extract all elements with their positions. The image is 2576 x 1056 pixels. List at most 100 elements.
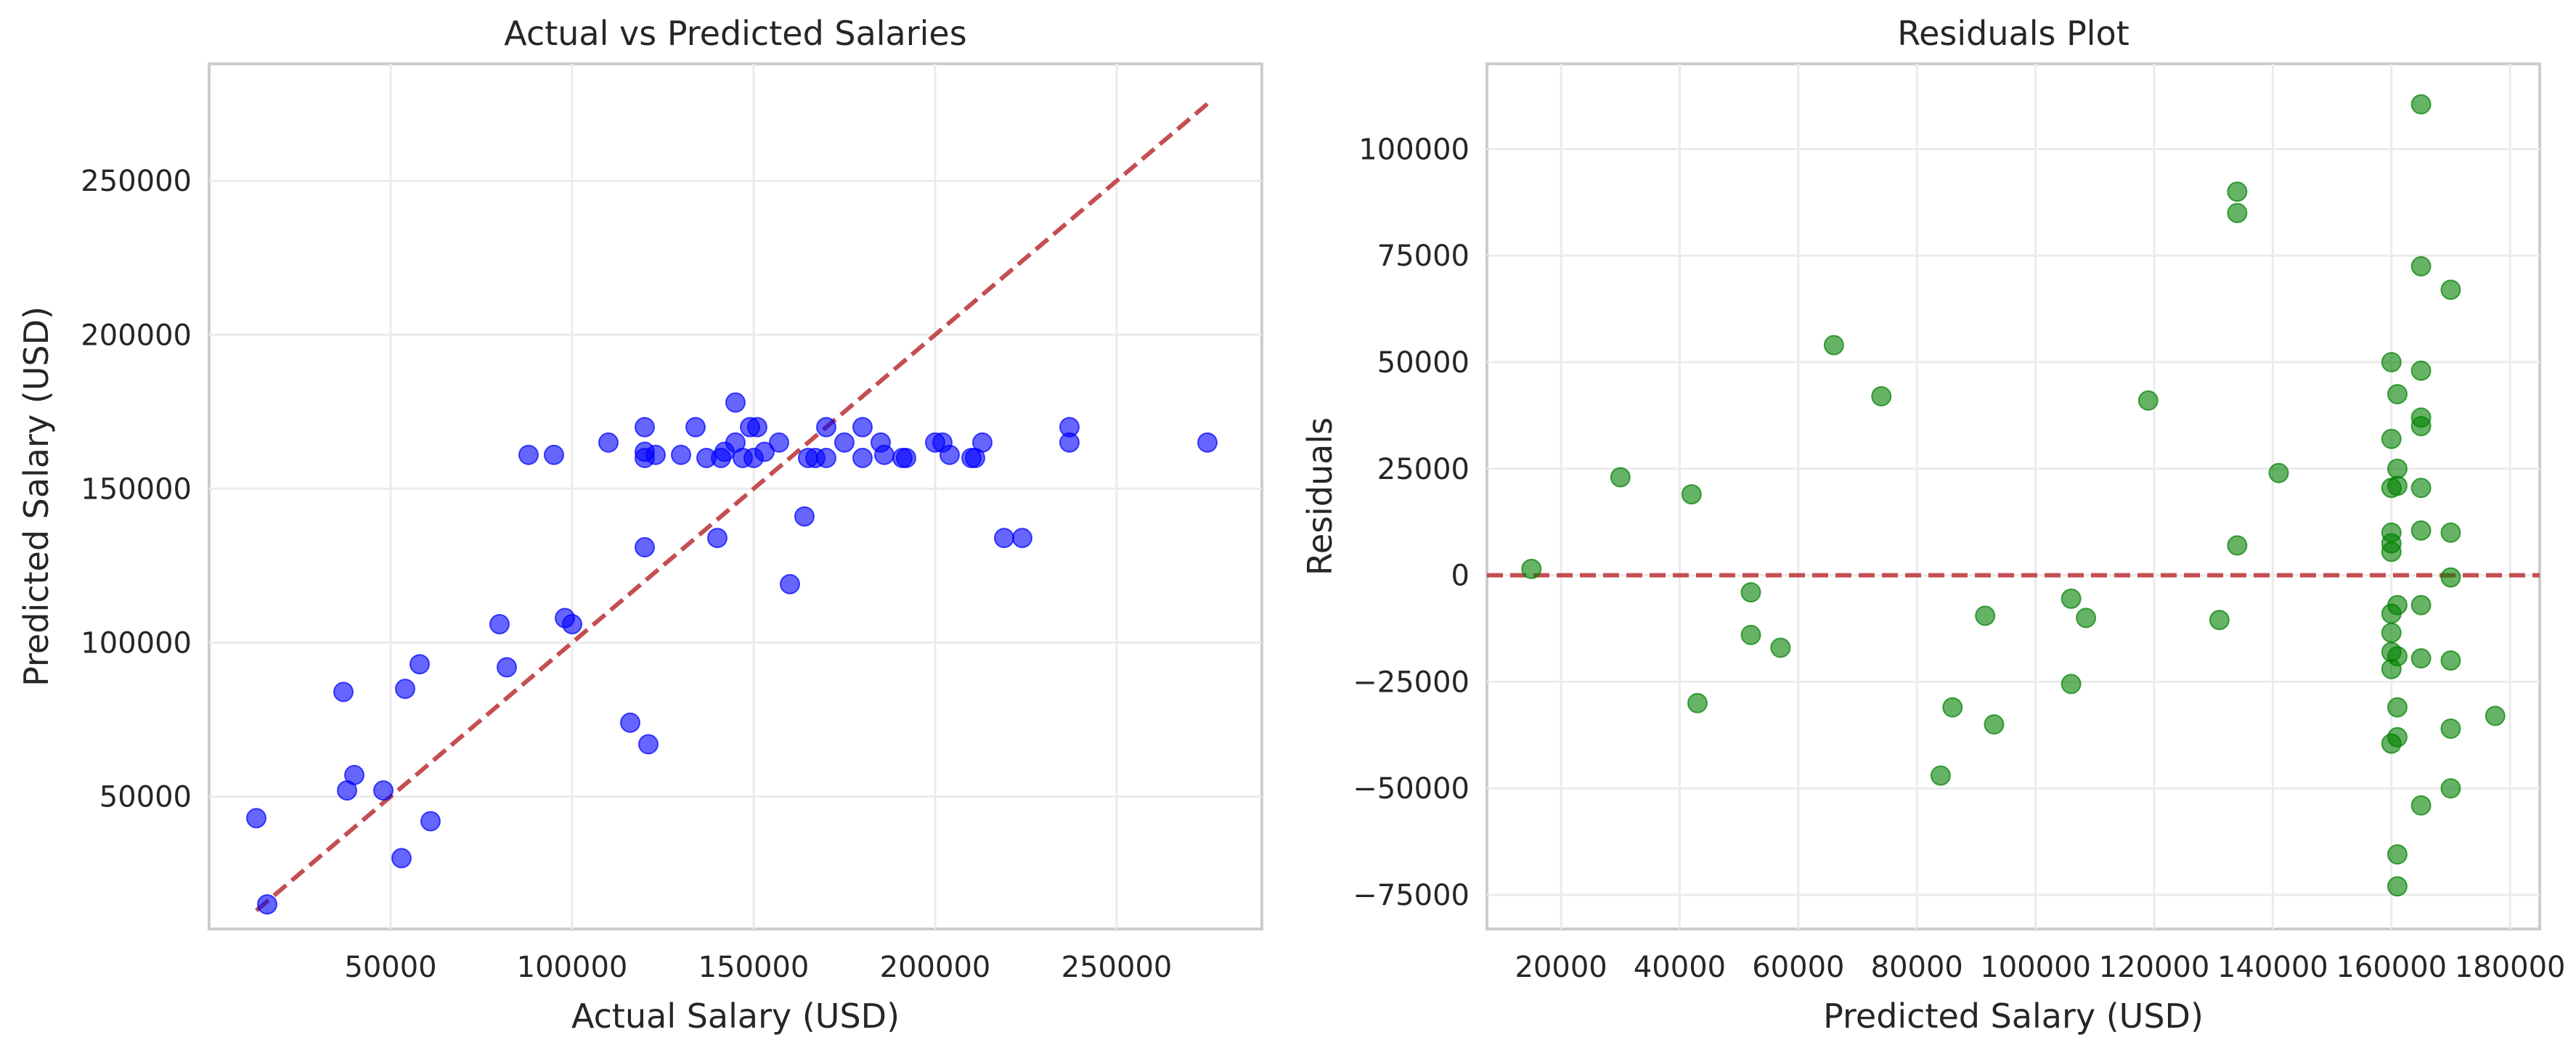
- x-tick-labels: 50000 100000 150000 200000 250000: [344, 951, 1172, 984]
- data-point: [2410, 648, 2432, 669]
- data-point: [1823, 335, 1844, 356]
- data-points: [1521, 94, 2506, 897]
- data-point: [2440, 567, 2461, 588]
- x-tick-label: 60000: [1752, 951, 1844, 984]
- data-point: [1984, 714, 2005, 735]
- x-tick-label: 100000: [517, 951, 628, 984]
- data-point: [2209, 610, 2230, 631]
- data-point: [2387, 384, 2408, 405]
- data-point: [2227, 202, 2248, 224]
- data-point: [2061, 588, 2082, 609]
- data-point: [344, 764, 364, 785]
- y-axis-label: Residuals: [1300, 417, 1340, 576]
- data-point: [780, 573, 800, 594]
- data-point: [2387, 594, 2408, 615]
- data-point: [2410, 594, 2432, 615]
- x-tick-label: 250000: [1061, 951, 1173, 984]
- x-tick-label: 200000: [880, 951, 991, 984]
- data-point: [518, 444, 539, 465]
- data-point: [794, 506, 815, 527]
- plot-area-frame: [208, 62, 1263, 930]
- data-point: [497, 657, 517, 678]
- x-axis-label: Predicted Salary (USD): [1823, 996, 2204, 1036]
- y-tick-label: 75000: [1377, 240, 1470, 273]
- data-point: [671, 444, 691, 465]
- data-point: [725, 392, 746, 413]
- data-point: [2387, 844, 2408, 865]
- y-tick-label: 200000: [81, 319, 192, 352]
- data-point: [2440, 650, 2461, 671]
- data-point: [1681, 484, 1702, 505]
- y-tick-labels: −75000 −50000 −25000 0 25000 50000 75000 100000: [1353, 133, 1470, 912]
- y-tick-label: 100000: [1358, 133, 1470, 166]
- data-point: [2387, 646, 2408, 667]
- data-point: [373, 780, 394, 801]
- data-point: [2387, 697, 2408, 718]
- data-point: [635, 536, 655, 557]
- data-point: [2410, 255, 2432, 277]
- data-point: [2440, 522, 2461, 543]
- data-point: [685, 417, 706, 438]
- data-point: [620, 712, 640, 733]
- data-point: [972, 432, 993, 453]
- x-tick-label: 50000: [344, 951, 436, 984]
- data-point: [2387, 726, 2408, 748]
- data-point: [747, 417, 767, 438]
- data-point: [2268, 462, 2289, 483]
- data-point: [1942, 697, 1963, 718]
- data-point: [1610, 467, 1631, 488]
- data-point: [562, 614, 582, 635]
- data-point: [939, 444, 960, 465]
- data-point: [1059, 417, 1080, 438]
- data-point: [246, 808, 266, 829]
- y-tick-label: −75000: [1353, 879, 1470, 912]
- data-point: [2410, 360, 2432, 381]
- y-tick-labels: 50000 100000 150000 200000 250000: [81, 165, 192, 814]
- data-point: [2410, 478, 2432, 499]
- data-point: [834, 432, 855, 453]
- x-tick-label: 140000: [2217, 951, 2328, 984]
- x-tick-label: 150000: [698, 951, 810, 984]
- data-point: [1740, 624, 1761, 645]
- data-point: [852, 417, 873, 438]
- chart-title: Actual vs Predicted Salaries: [504, 14, 966, 53]
- data-point: [391, 848, 412, 869]
- data-point: [2410, 94, 2432, 115]
- data-point: [874, 444, 894, 465]
- data-point: [2137, 390, 2159, 411]
- y-tick-label: 25000: [1377, 453, 1470, 486]
- data-point: [395, 679, 415, 700]
- data-point: [2387, 458, 2408, 479]
- data-point: [2485, 705, 2506, 726]
- x-tick-labels: 20000 40000 60000 80000 100000 120000 140000 16…: [1515, 951, 2565, 984]
- data-point: [2227, 535, 2248, 556]
- data-point: [2381, 622, 2402, 643]
- data-point: [333, 682, 354, 703]
- residuals-chart: 20000 40000 60000 80000 100000 120000 140000 16…: [1300, 14, 2566, 1036]
- data-point: [1197, 432, 1218, 453]
- data-point: [544, 444, 564, 465]
- data-point: [1740, 582, 1761, 603]
- data-point: [769, 432, 789, 453]
- x-tick-label: 100000: [1980, 951, 2091, 984]
- y-tick-label: 150000: [81, 472, 192, 506]
- data-point: [2381, 541, 2402, 562]
- y-tick-label: 50000: [1377, 346, 1470, 380]
- data-point: [754, 441, 775, 462]
- data-point: [707, 528, 727, 549]
- y-tick-label: 50000: [99, 781, 192, 814]
- y-tick-label: 250000: [81, 165, 192, 198]
- data-point: [816, 417, 836, 438]
- data-point: [257, 894, 277, 915]
- data-point: [896, 447, 916, 468]
- chart-title: Residuals Plot: [1897, 14, 2129, 53]
- plot-area-frame: [1485, 62, 2541, 930]
- data-point: [2227, 181, 2248, 202]
- x-tick-label: 180000: [2455, 951, 2566, 984]
- data-point: [2410, 416, 2432, 437]
- data-point: [2076, 607, 2097, 629]
- y-tick-label: 100000: [81, 626, 192, 660]
- y-tick-label: −50000: [1353, 772, 1470, 806]
- data-point: [2410, 520, 2432, 541]
